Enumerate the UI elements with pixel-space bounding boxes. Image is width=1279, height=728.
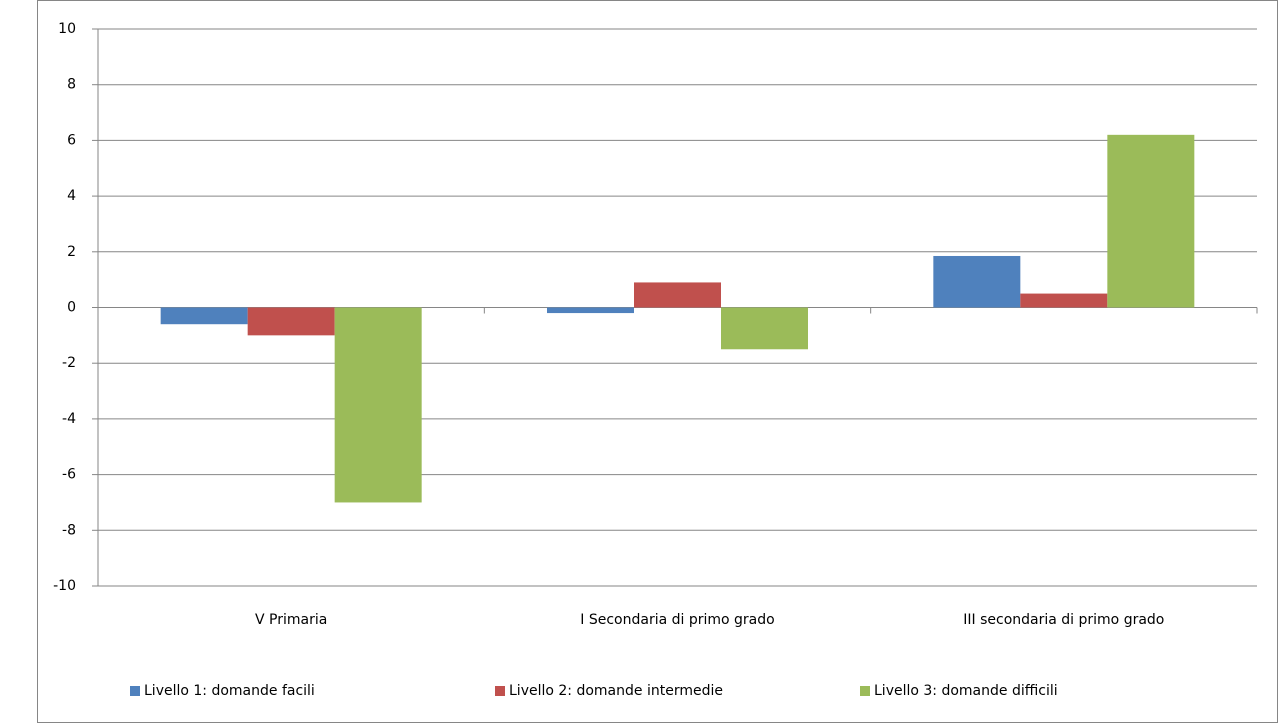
y-tick-label: -10: [53, 578, 76, 594]
legend-swatch: [860, 686, 870, 696]
bar: [1107, 134, 1195, 308]
legend-label: Livello 2: domande intermedie: [509, 683, 723, 699]
y-tick-label: -8: [62, 522, 76, 538]
bar: [547, 307, 634, 314]
legend-label: Livello 3: domande difficili: [874, 683, 1058, 699]
y-tick-label: 8: [67, 77, 76, 93]
legend-swatch: [130, 686, 140, 696]
x-tick-label: V Primaria: [255, 612, 327, 628]
x-tick-label: III secondaria di primo grado: [963, 612, 1164, 628]
legend-swatch: [495, 686, 505, 696]
bar: [721, 307, 808, 350]
y-tick-label: 0: [67, 300, 76, 316]
bar: [1020, 293, 1108, 308]
bar: [334, 307, 422, 503]
y-tick-label: -4: [62, 411, 76, 427]
y-tick-label: 4: [67, 188, 76, 204]
x-tick-label: I Secondaria di primo grado: [580, 612, 774, 628]
bar: [160, 307, 248, 325]
legend-label: Livello 1: domande facili: [144, 683, 315, 699]
y-tick-label: -2: [62, 355, 76, 371]
y-tick-label: 2: [67, 244, 76, 260]
bar: [634, 282, 721, 308]
chart-frame: [37, 0, 1278, 723]
y-tick-label: 6: [67, 132, 76, 148]
bar: [247, 307, 335, 336]
y-tick-label: 10: [58, 21, 76, 37]
y-tick-label: -6: [62, 467, 76, 483]
bar: [933, 255, 1021, 308]
